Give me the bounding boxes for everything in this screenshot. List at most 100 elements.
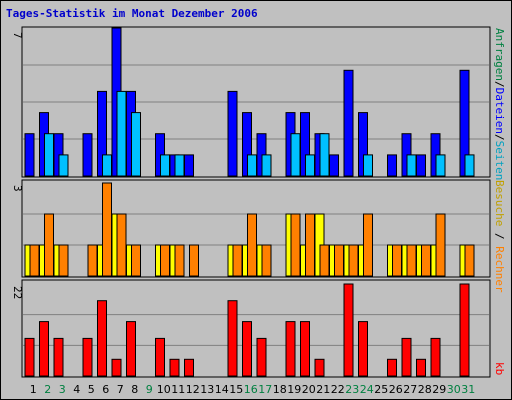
bar-kb-day-31 bbox=[459, 283, 470, 377]
bar-rechner-day-28 bbox=[421, 244, 431, 277]
bar-rechner-day-10 bbox=[160, 244, 170, 277]
legend-entry: Seiten bbox=[493, 141, 506, 181]
x-tick-label-day-5: 5 bbox=[88, 383, 95, 396]
bar-kb-day-15 bbox=[227, 300, 238, 377]
bar-rechner-day-15 bbox=[232, 244, 243, 277]
bar-rechner-day-8 bbox=[131, 244, 141, 277]
y-max-label-bottom: 22 bbox=[11, 286, 24, 299]
x-tick-label-day-20: 20 bbox=[302, 383, 316, 396]
bar-rechner-day-26 bbox=[392, 244, 402, 277]
legend-entry: / bbox=[493, 226, 506, 246]
bar-seiten-day-19 bbox=[290, 133, 301, 177]
legend-entry: / bbox=[493, 134, 506, 141]
x-tick-label-day-13: 13 bbox=[200, 383, 214, 396]
bar-kb-day-7 bbox=[111, 358, 122, 377]
x-tick-label-day-28: 28 bbox=[418, 383, 432, 396]
x-tick-label-day-23: 23 bbox=[345, 383, 359, 396]
legend-entry: Anfragen bbox=[493, 28, 506, 81]
bar-seiten-day-21 bbox=[319, 133, 330, 177]
bar-rechner-day-19 bbox=[290, 213, 301, 277]
x-tick-label-day-14: 14 bbox=[215, 383, 229, 396]
x-tick-label-day-21: 21 bbox=[316, 383, 330, 396]
x-tick-label-day-12: 12 bbox=[186, 383, 200, 396]
x-tick-label-day-18: 18 bbox=[273, 383, 287, 396]
bar-dateien-day-23 bbox=[343, 69, 354, 177]
bar-rechner-day-21 bbox=[319, 244, 330, 277]
bar-kb-day-21 bbox=[314, 358, 325, 377]
series-legend-0: Anfragen/Dateien/Seiten bbox=[493, 28, 506, 180]
x-tick-label-day-1: 1 bbox=[30, 383, 37, 396]
bar-rechner-day-23 bbox=[348, 244, 359, 277]
bar-seiten-day-3 bbox=[58, 154, 69, 177]
x-tick-label-day-10: 10 bbox=[157, 383, 171, 396]
bar-kb-day-27 bbox=[401, 337, 412, 377]
bar-dateien-day-22 bbox=[329, 154, 339, 177]
bar-dateien-day-26 bbox=[387, 154, 397, 177]
bar-kb-day-5 bbox=[82, 337, 93, 377]
bar-kb-day-2 bbox=[39, 321, 49, 377]
x-tick-label-day-15: 15 bbox=[229, 383, 243, 396]
bar-dateien-day-5 bbox=[82, 133, 93, 177]
bar-rechner-day-16 bbox=[247, 213, 257, 277]
bar-kb-day-3 bbox=[53, 337, 64, 377]
x-tick-label-day-29: 29 bbox=[432, 383, 446, 396]
bar-seiten-day-24 bbox=[363, 154, 373, 177]
bar-dateien-day-15 bbox=[227, 90, 238, 177]
x-tick-label-day-30: 30 bbox=[447, 383, 461, 396]
bar-rechner-day-22 bbox=[334, 244, 344, 277]
bar-seiten-day-8 bbox=[131, 112, 141, 177]
x-tick-label-day-6: 6 bbox=[102, 383, 109, 396]
bar-kb-day-19 bbox=[285, 321, 296, 377]
bar-seiten-day-10 bbox=[160, 154, 170, 177]
bar-rechner-day-2 bbox=[44, 213, 54, 277]
bar-kb-day-10 bbox=[155, 337, 165, 377]
y-max-label-top: 7 bbox=[11, 32, 24, 39]
bar-seiten-day-31 bbox=[464, 154, 475, 177]
legend-entry: / bbox=[493, 81, 506, 88]
x-tick-label-day-26: 26 bbox=[389, 383, 403, 396]
bar-kb-day-24 bbox=[358, 321, 368, 377]
bar-rechner-day-24 bbox=[363, 213, 373, 277]
legend-entry: kb bbox=[493, 362, 506, 375]
bar-seiten-day-16 bbox=[247, 154, 257, 177]
bar-kb-day-26 bbox=[387, 358, 397, 377]
bar-seiten-day-27 bbox=[406, 154, 417, 177]
bar-seiten-day-6 bbox=[102, 154, 112, 177]
bar-seiten-day-20 bbox=[305, 154, 315, 177]
bar-rechner-day-1 bbox=[29, 244, 40, 277]
series-legend-1: Besuche / Rechner bbox=[493, 180, 506, 293]
bar-kb-day-29 bbox=[430, 337, 441, 377]
bar-rechner-day-7 bbox=[116, 213, 127, 277]
bar-seiten-day-29 bbox=[435, 154, 446, 177]
bar-rechner-day-5 bbox=[87, 244, 98, 277]
bar-rechner-day-31 bbox=[464, 244, 475, 277]
bar-rechner-day-29 bbox=[435, 213, 446, 277]
bar-kb-day-12 bbox=[184, 358, 194, 377]
series-legend-2: kb bbox=[493, 362, 506, 375]
legend-entry: Besuche bbox=[493, 180, 506, 226]
bar-rechner-day-3 bbox=[58, 244, 69, 277]
bar-dateien-day-12 bbox=[184, 154, 194, 177]
bar-rechner-day-6 bbox=[102, 182, 112, 277]
bar-dateien-day-28 bbox=[416, 154, 426, 177]
x-tick-label-day-3: 3 bbox=[59, 383, 66, 396]
bar-kb-day-11 bbox=[169, 358, 180, 377]
bar-kb-day-23 bbox=[343, 283, 354, 377]
legend-entry: Rechner bbox=[493, 246, 506, 293]
bar-kb-day-20 bbox=[300, 321, 310, 377]
x-tick-label-day-9: 9 bbox=[146, 383, 153, 396]
bar-dateien-day-1 bbox=[24, 133, 35, 177]
x-tick-label-day-4: 4 bbox=[73, 383, 80, 396]
x-tick-label-day-2: 2 bbox=[44, 383, 51, 396]
x-tick-label-day-22: 22 bbox=[331, 383, 345, 396]
bar-rechner-day-17 bbox=[261, 244, 272, 277]
x-tick-label-day-19: 19 bbox=[287, 383, 301, 396]
bar-seiten-day-2 bbox=[44, 133, 54, 177]
bar-kb-day-8 bbox=[126, 321, 136, 377]
bar-kb-day-1 bbox=[24, 337, 35, 377]
bar-kb-day-17 bbox=[256, 337, 267, 377]
x-tick-label-day-27: 27 bbox=[403, 383, 417, 396]
bar-kb-day-28 bbox=[416, 358, 426, 377]
y-max-label-middle: 3 bbox=[11, 185, 24, 192]
